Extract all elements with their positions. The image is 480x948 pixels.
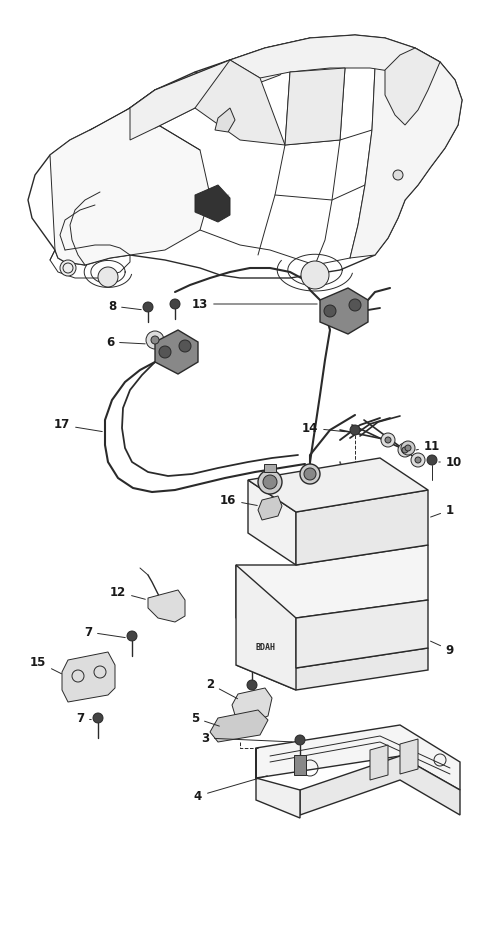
Circle shape: [350, 425, 360, 435]
Circle shape: [127, 631, 137, 641]
Circle shape: [385, 437, 391, 443]
Circle shape: [393, 170, 403, 180]
Text: 16: 16: [220, 494, 257, 506]
Polygon shape: [28, 35, 462, 278]
Polygon shape: [236, 565, 296, 690]
Polygon shape: [195, 185, 230, 222]
Text: 4: 4: [194, 775, 267, 803]
Text: 15: 15: [30, 655, 61, 674]
Polygon shape: [248, 480, 296, 565]
Circle shape: [411, 453, 425, 467]
Circle shape: [170, 299, 180, 309]
Circle shape: [324, 305, 336, 317]
Circle shape: [304, 468, 316, 480]
Text: 10: 10: [439, 455, 462, 468]
Polygon shape: [296, 600, 428, 668]
Circle shape: [258, 470, 282, 494]
Polygon shape: [258, 496, 282, 520]
Polygon shape: [296, 490, 428, 565]
Bar: [294, 755, 306, 775]
Circle shape: [151, 336, 159, 344]
Circle shape: [60, 260, 76, 276]
Polygon shape: [370, 745, 388, 780]
Circle shape: [349, 299, 361, 311]
Polygon shape: [232, 688, 272, 720]
Circle shape: [402, 447, 408, 453]
Polygon shape: [256, 725, 460, 790]
Polygon shape: [210, 710, 268, 742]
Polygon shape: [155, 330, 198, 374]
Circle shape: [98, 267, 118, 287]
Polygon shape: [300, 756, 460, 815]
Circle shape: [263, 475, 277, 489]
Text: 12: 12: [110, 586, 145, 599]
Polygon shape: [230, 35, 440, 78]
Text: 9: 9: [431, 641, 454, 657]
Text: 11: 11: [416, 440, 440, 452]
Circle shape: [401, 441, 415, 455]
Circle shape: [405, 445, 411, 451]
Circle shape: [159, 346, 171, 358]
Circle shape: [415, 457, 421, 463]
Text: 17: 17: [54, 418, 102, 431]
Text: 7: 7: [84, 626, 125, 639]
Circle shape: [381, 433, 395, 447]
Polygon shape: [385, 48, 440, 125]
Circle shape: [295, 735, 305, 745]
Text: BDAH: BDAH: [256, 644, 276, 652]
Text: 7: 7: [76, 712, 91, 724]
Text: 1: 1: [431, 503, 454, 517]
Polygon shape: [236, 648, 428, 690]
Polygon shape: [215, 108, 235, 132]
Circle shape: [93, 713, 103, 723]
Circle shape: [247, 680, 257, 690]
Text: 6: 6: [106, 336, 145, 349]
Text: 13: 13: [192, 298, 317, 311]
Polygon shape: [195, 60, 285, 145]
Text: 8: 8: [108, 300, 141, 313]
Polygon shape: [248, 458, 428, 512]
Polygon shape: [236, 545, 428, 618]
Polygon shape: [400, 739, 418, 774]
Bar: [264, 464, 276, 472]
Polygon shape: [256, 748, 300, 818]
Polygon shape: [130, 38, 310, 140]
Polygon shape: [285, 68, 345, 145]
Circle shape: [300, 464, 320, 484]
Polygon shape: [62, 652, 115, 702]
Text: 3: 3: [201, 732, 292, 744]
Circle shape: [143, 302, 153, 312]
Text: 14: 14: [302, 422, 345, 434]
Polygon shape: [320, 288, 368, 334]
Circle shape: [301, 261, 329, 289]
Polygon shape: [148, 590, 185, 622]
Text: 2: 2: [206, 678, 238, 699]
Circle shape: [427, 455, 437, 465]
Circle shape: [146, 331, 164, 349]
Text: 5: 5: [191, 712, 219, 726]
Circle shape: [398, 443, 412, 457]
Polygon shape: [50, 108, 210, 265]
Circle shape: [179, 340, 191, 352]
Polygon shape: [350, 48, 462, 258]
